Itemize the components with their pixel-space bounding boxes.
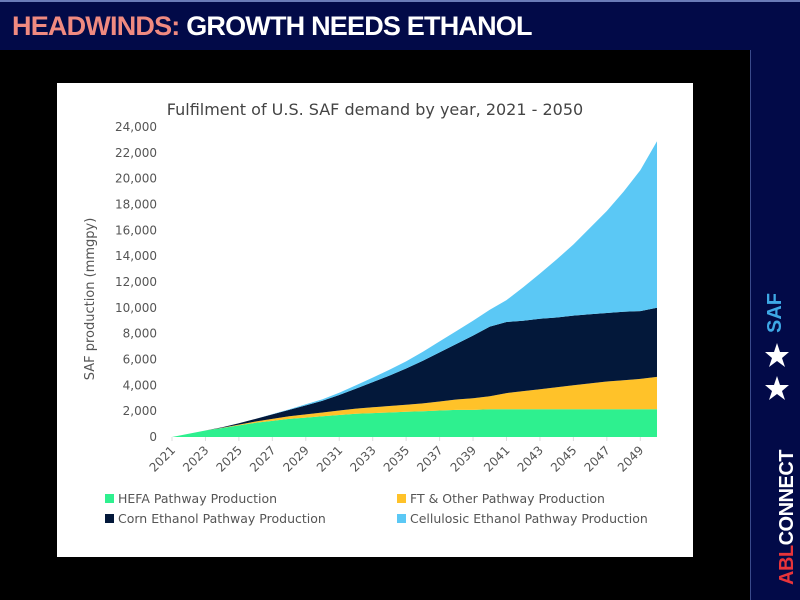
legend-label: Cellulosic Ethanol Pathway Production xyxy=(410,511,648,526)
legend-label: FT & Other Pathway Production xyxy=(410,491,605,506)
slide-header: HEADWINDS: GROWTH NEEDS ETHANOL xyxy=(0,0,800,50)
x-tick-label: 2031 xyxy=(314,443,345,474)
y-tick-label: 20,000 xyxy=(115,172,157,186)
brand-connect: CONNECT xyxy=(776,450,798,546)
x-tick-label: 2047 xyxy=(581,443,612,474)
legend: HEFA Pathway Production FT & Other Pathwa… xyxy=(105,491,648,526)
x-tick-label: 2025 xyxy=(214,443,245,474)
series-areas xyxy=(172,141,657,437)
x-tick-label: 2043 xyxy=(515,443,546,474)
x-tick-label: 2035 xyxy=(381,443,412,474)
x-tick-label: 2045 xyxy=(548,443,579,474)
y-tick-label: 8,000 xyxy=(123,327,157,341)
x-axis-ticks: 2021 2023 2025 2027 2029 2031 2033 2035 2037 2039… xyxy=(147,437,646,475)
y-axis-label: SAF production (mmgpy) xyxy=(83,218,98,381)
star-icon-1 xyxy=(765,343,789,367)
title-rest: GROWTH NEEDS ETHANOL xyxy=(179,11,532,41)
x-tick-label: 2021 xyxy=(147,443,178,474)
brand-logo: ABLCONNECT SAF xyxy=(751,50,800,600)
saf-label: SAF xyxy=(764,293,786,333)
x-tick-label: 2023 xyxy=(180,443,211,474)
brand-abl: ABL xyxy=(776,545,798,585)
brand-wordmark: ABLCONNECT xyxy=(776,450,799,585)
y-tick-label: 22,000 xyxy=(115,146,157,160)
x-tick-label: 2049 xyxy=(615,443,646,474)
y-tick-label: 6,000 xyxy=(123,353,157,367)
area-series-2 xyxy=(172,376,657,437)
y-tick-label: 10,000 xyxy=(115,301,157,315)
star-icon-2 xyxy=(765,376,789,400)
legend-label: HEFA Pathway Production xyxy=(118,491,277,506)
x-tick-label: 2027 xyxy=(247,443,278,474)
legend-swatch xyxy=(105,514,114,523)
x-tick-label: 2029 xyxy=(280,443,311,474)
x-tick-label: 2039 xyxy=(448,443,479,474)
stacked-area-chart: Fulfilment of U.S. SAF demand by year, 2… xyxy=(83,100,657,526)
slide-title: HEADWINDS: GROWTH NEEDS ETHANOL xyxy=(12,11,533,42)
y-axis-ticks: 0 2,000 4,000 6,000 8,000 10,000 12,000 14,000 1… xyxy=(115,120,157,444)
chart-title: Fulfilment of U.S. SAF demand by year, 2… xyxy=(167,100,583,119)
chart-panel: Fulfilment of U.S. SAF demand by year, 2… xyxy=(57,83,693,557)
y-tick-label: 16,000 xyxy=(115,223,157,237)
area-series-4 xyxy=(172,141,657,437)
brand-sidebar: ABLCONNECT SAF xyxy=(750,50,800,600)
legend-swatch xyxy=(105,494,114,503)
area-series-1 xyxy=(172,409,657,437)
title-accent: HEADWINDS: xyxy=(12,11,180,41)
x-tick-label: 2033 xyxy=(347,443,378,474)
x-tick-label: 2041 xyxy=(481,443,512,474)
y-tick-label: 14,000 xyxy=(115,249,157,263)
y-tick-label: 12,000 xyxy=(115,275,157,289)
y-tick-label: 18,000 xyxy=(115,198,157,212)
y-tick-label: 4,000 xyxy=(123,378,157,392)
star-icon xyxy=(764,342,790,408)
y-tick-label: 2,000 xyxy=(123,404,157,418)
x-tick-label: 2037 xyxy=(414,443,445,474)
legend-swatch xyxy=(397,494,406,503)
legend-label: Corn Ethanol Pathway Production xyxy=(118,511,326,526)
legend-swatch xyxy=(397,514,406,523)
y-tick-label: 0 xyxy=(149,430,157,444)
y-tick-label: 24,000 xyxy=(115,120,157,134)
area-series-3 xyxy=(172,307,657,437)
stars-icon xyxy=(765,343,789,400)
